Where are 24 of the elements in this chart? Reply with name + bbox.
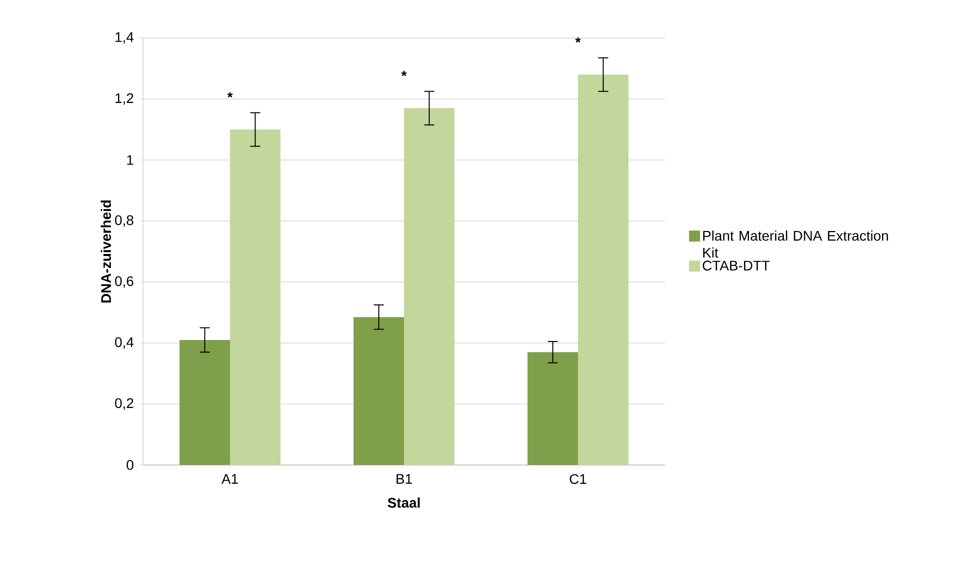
y-tick-label: 0,6	[115, 276, 134, 288]
y-tick-label: 1,2	[116, 93, 134, 105]
bar	[578, 74, 628, 465]
bar	[354, 317, 404, 465]
y-axis-title: DNA-zuiverheid	[100, 200, 112, 302]
legend-label: CTAB-DTT	[702, 260, 770, 271]
x-tick-label: B1	[396, 474, 412, 484]
y-tick-label: 0,2	[115, 398, 134, 410]
bar	[528, 352, 578, 465]
bar	[404, 108, 454, 465]
y-tick-label: 1	[127, 155, 134, 165]
bar	[180, 340, 230, 465]
y-tick-label: 0,8	[115, 215, 134, 227]
y-tick-label: 1,4	[116, 32, 134, 44]
y-tick-label: 0	[126, 460, 134, 470]
x-axis-title: Staal	[388, 497, 420, 508]
annotation: *	[575, 37, 581, 43]
bar	[230, 129, 280, 465]
y-tick-label: 0,4	[115, 337, 134, 349]
x-tick-label: A1	[222, 474, 238, 484]
annotation: *	[401, 70, 407, 76]
legend-label: Plant Material DNA Extraction Kit	[703, 230, 888, 258]
annotation: *	[227, 92, 233, 98]
x-tick-label: C1	[570, 474, 586, 484]
